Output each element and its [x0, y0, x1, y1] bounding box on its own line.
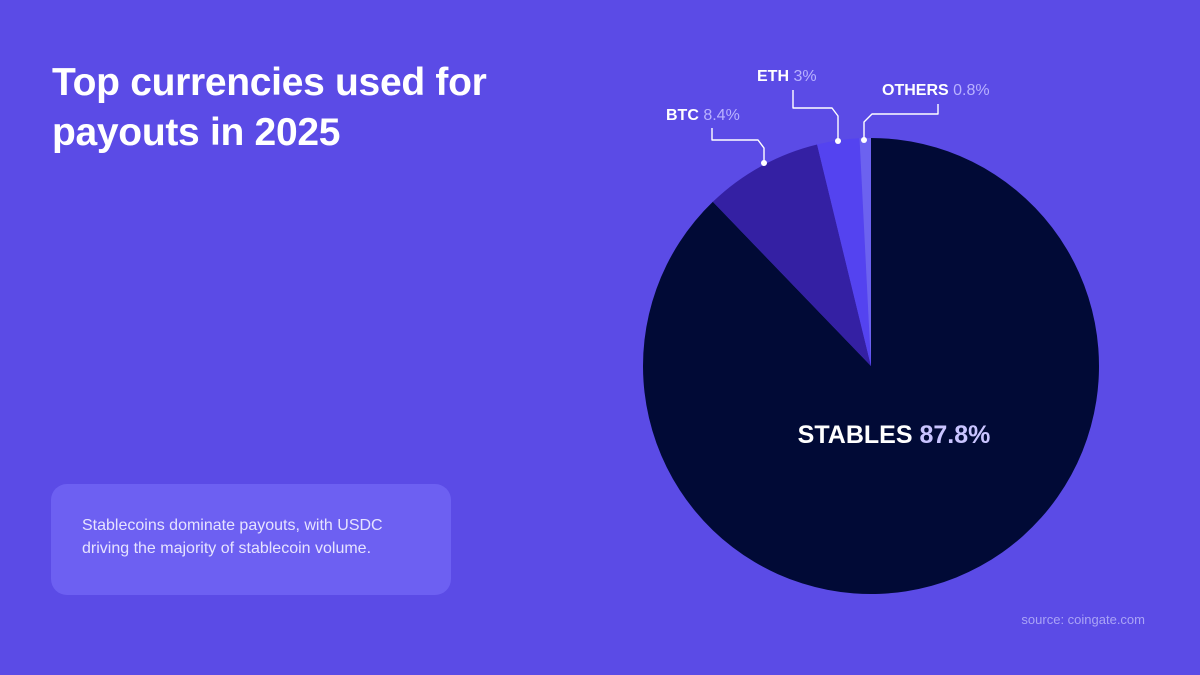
- pie-slice-stables: [642, 138, 1099, 595]
- leader-line-eth: [792, 90, 839, 141]
- insight-text: Stablecoins dominate payouts, with USDC …: [82, 517, 383, 557]
- leader-line-btc: [711, 128, 765, 163]
- slice-label-eth: ETH 3%: [757, 68, 817, 85]
- pie-slices: [642, 138, 1099, 595]
- pie-labels: STABLES 87.8% BTC 8.4% ETH 3% OTHERS 0.8%: [666, 68, 990, 449]
- source-credit: source: coingate.com: [1021, 612, 1145, 627]
- insight-card: Stablecoins dominate payouts, with USDC …: [51, 484, 451, 595]
- slice-label-value: 0.8%: [953, 82, 989, 99]
- chart-title: Top currencies used for payouts in 2025: [52, 61, 487, 154]
- slice-label-name: BTC: [666, 107, 703, 124]
- slice-label-others: OTHERS 0.8%: [882, 82, 990, 99]
- slice-label-value: 87.8%: [919, 421, 990, 449]
- pie-slice-btc: [712, 144, 871, 366]
- slice-label-btc: BTC 8.4%: [666, 107, 740, 124]
- slice-label-stables: STABLES 87.8%: [798, 421, 991, 449]
- pie-slice-others: [859, 138, 871, 366]
- leader-line-others: [863, 104, 939, 140]
- slice-label-value: 3%: [793, 68, 816, 85]
- slice-label-name: ETH: [757, 68, 793, 85]
- leader-dot-eth: [835, 138, 841, 144]
- slice-label-name: OTHERS: [882, 82, 953, 99]
- slice-label-name: STABLES: [798, 421, 920, 449]
- slice-label-value: 8.4%: [703, 107, 739, 124]
- pie-slice-eth: [817, 138, 871, 366]
- leader-dot-btc: [761, 160, 767, 166]
- leader-dot-others: [861, 137, 867, 143]
